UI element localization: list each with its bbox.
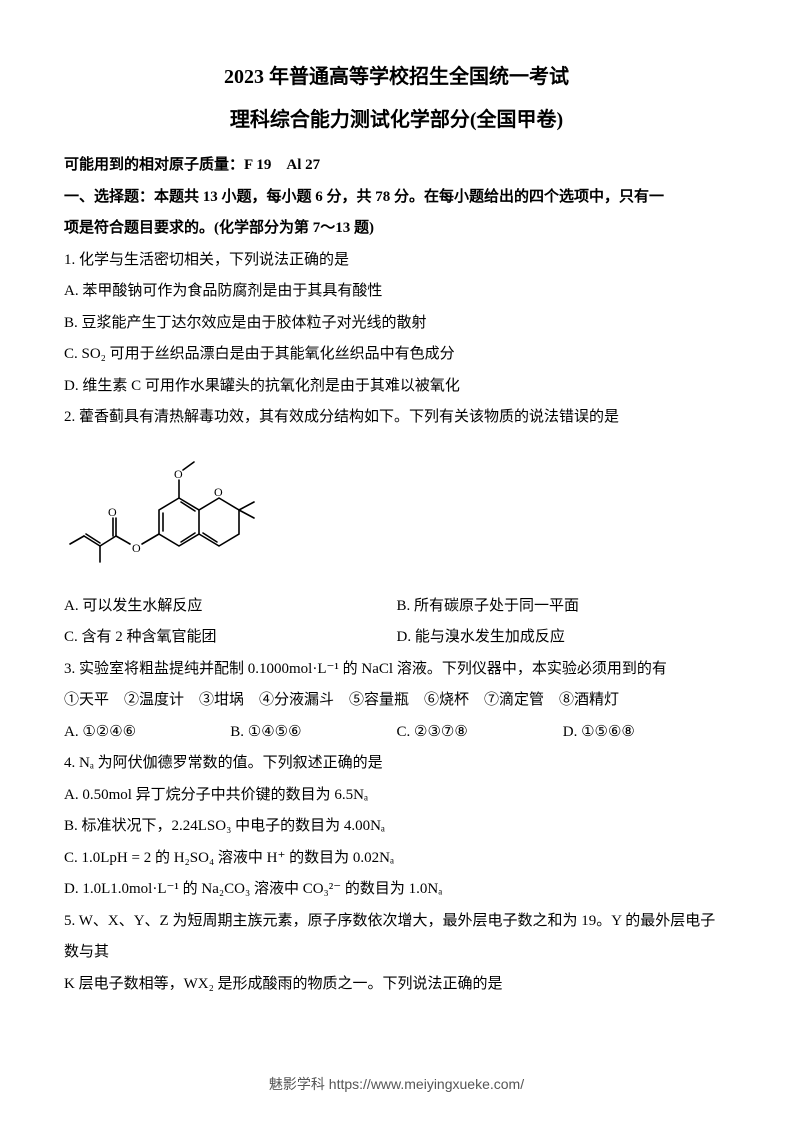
q5-line1: 5. W、X、Y、Z 为短周期主族元素，原子序数依次增大，最外层电子数之和为 1… — [64, 906, 729, 969]
q4-opt-c: C. 1.0LpH = 2 的 H₂SO₄ 溶液中 H⁺ 的数目为 0.02Nₐ — [64, 843, 729, 875]
q3-opt-a: A. ①②④⑥ — [64, 717, 230, 749]
q1-stem: 1. 化学与生活密切相关，下列说法正确的是 — [64, 245, 729, 277]
q5-line2: K 层电子数相等，WX₂ 是形成酸雨的物质之一。下列说法正确的是 — [64, 969, 729, 1001]
q3-items: ①天平 ②温度计 ③坩埚 ④分液漏斗 ⑤容量瓶 ⑥烧杯 ⑦滴定管 ⑧酒精灯 — [64, 685, 729, 717]
q2-stem: 2. 藿香蓟具有清热解毒功效，其有效成分结构如下。下列有关该物质的说法错误的是 — [64, 402, 729, 434]
section-instruction-b: 项是符合题目要求的。(化学部分为第 7～13 题) — [64, 213, 729, 245]
q1-opt-b: B. 豆浆能产生丁达尔效应是由于胶体粒子对光线的散射 — [64, 308, 729, 340]
q2-opt-a: A. 可以发生水解反应 — [64, 591, 397, 623]
q4-opt-b: B. 标准状况下，2.24LSO₃ 中电子的数目为 4.00Nₐ — [64, 811, 729, 843]
main-title: 2023 年普通高等学校招生全国统一考试 — [64, 60, 729, 89]
q4-opt-a: A. 0.50mol 异丁烷分子中共价键的数目为 6.5Nₐ — [64, 780, 729, 812]
svg-text:O: O — [214, 485, 223, 499]
svg-text:O: O — [174, 467, 183, 481]
q2-opts-row2: C. 含有 2 种含氧官能团 D. 能与溴水发生加成反应 — [64, 622, 729, 654]
q2-opt-c: C. 含有 2 种含氧官能团 — [64, 622, 397, 654]
section-instruction-a: 一、选择题：本题共 13 小题，每小题 6 分，共 78 分。在每小题给出的四个… — [64, 182, 729, 214]
page-footer: 魅影学科 https://www.meiyingxueke.com/ — [0, 1074, 793, 1094]
q2-opts-row1: A. 可以发生水解反应 B. 所有碳原子处于同一平面 — [64, 591, 729, 623]
q1-opt-a: A. 苯甲酸钠可作为食品防腐剂是由于其具有酸性 — [64, 276, 729, 308]
svg-text:O: O — [132, 541, 141, 555]
q4-opt-d: D. 1.0L1.0mol·L⁻¹ 的 Na₂CO₃ 溶液中 CO₃²⁻ 的数目… — [64, 874, 729, 906]
svg-text:O: O — [108, 505, 117, 519]
molecule-icon: O O O O — [64, 440, 284, 580]
q2-structure-figure: O O O O — [64, 440, 729, 585]
q1-opt-c: C. SO₂ 可用于丝织品漂白是由于其能氧化丝织品中有色成分 — [64, 339, 729, 371]
q4-stem: 4. Nₐ 为阿伏伽德罗常数的值。下列叙述正确的是 — [64, 748, 729, 780]
atomic-mass-line: 可能用到的相对原子质量：F 19 Al 27 — [64, 150, 729, 182]
exam-page: 2023 年普通高等学校招生全国统一考试 理科综合能力测试化学部分(全国甲卷) … — [0, 0, 793, 1122]
q1-opt-d: D. 维生素 C 可用作水果罐头的抗氧化剂是由于其难以被氧化 — [64, 371, 729, 403]
q2-opt-b: B. 所有碳原子处于同一平面 — [397, 591, 730, 623]
sub-title: 理科综合能力测试化学部分(全国甲卷) — [64, 103, 729, 132]
q3-opt-c: C. ②③⑦⑧ — [397, 717, 563, 749]
q3-opt-b: B. ①④⑤⑥ — [230, 717, 396, 749]
q3-stem: 3. 实验室将粗盐提纯并配制 0.1000mol·L⁻¹ 的 NaCl 溶液。下… — [64, 654, 729, 686]
q2-opt-d: D. 能与溴水发生加成反应 — [397, 622, 730, 654]
q3-opts: A. ①②④⑥ B. ①④⑤⑥ C. ②③⑦⑧ D. ①⑤⑥⑧ — [64, 717, 729, 749]
q3-opt-d: D. ①⑤⑥⑧ — [563, 717, 729, 749]
